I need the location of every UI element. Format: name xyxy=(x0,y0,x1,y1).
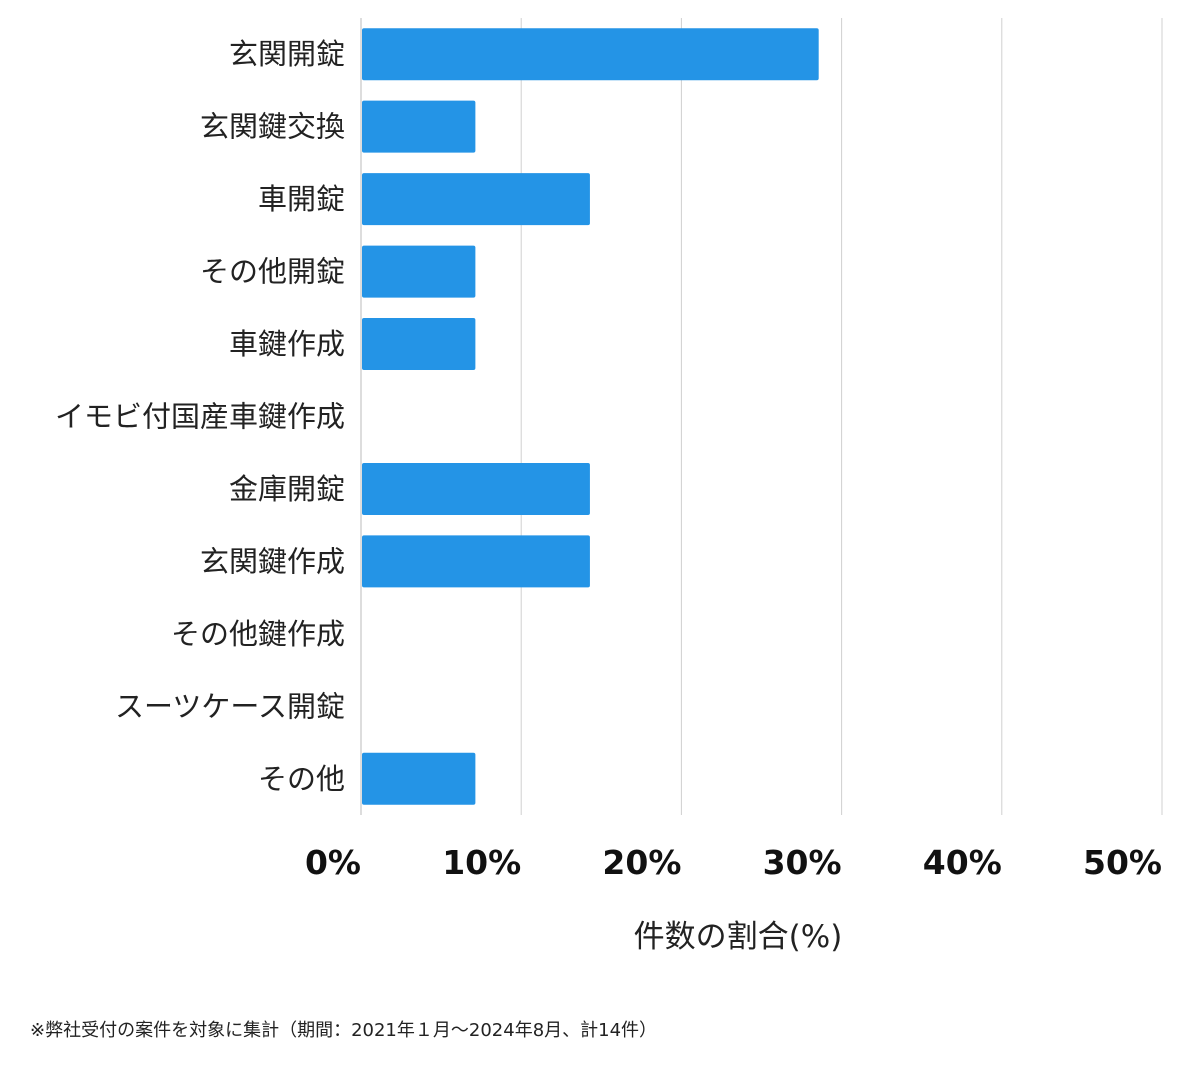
bar-chart: 0% 10% 20% 30% 40% 50% 玄関開錠玄関鍵交換車開錠その他開錠車鍵作成イモ… xyxy=(55,18,1163,955)
category-label: 玄関開錠 xyxy=(229,37,345,71)
category-label: 金庫開錠 xyxy=(229,472,345,506)
bar xyxy=(362,28,819,81)
x-tick-label: 30% xyxy=(763,843,842,882)
x-tick-label: 40% xyxy=(923,843,1002,882)
bar xyxy=(362,100,476,153)
x-tick-label: 10% xyxy=(442,843,521,882)
category-label: イモビ付国産車鍵作成 xyxy=(55,400,345,434)
bar xyxy=(362,535,590,588)
category-label: 車開錠 xyxy=(258,182,345,216)
bar xyxy=(362,245,476,298)
category-label: スーツケース開錠 xyxy=(115,689,345,723)
x-axis-title: 件数の割合(%) xyxy=(634,919,843,955)
category-label: 玄関鍵作成 xyxy=(200,544,345,578)
bar xyxy=(362,752,476,805)
category-label: その他開錠 xyxy=(200,255,345,289)
x-tick-label: 50% xyxy=(1083,843,1162,882)
category-label: 車鍵作成 xyxy=(229,327,345,361)
category-label: 玄関鍵交換 xyxy=(200,110,345,144)
bar xyxy=(362,318,476,371)
bar xyxy=(362,462,590,515)
footnote: ※弊社受付の案件を対象に集計（期間：2021年１月〜2024年8月、計14件） xyxy=(30,1020,658,1041)
x-tick-label: 20% xyxy=(602,843,681,882)
bar xyxy=(362,173,590,226)
x-tick-label: 0% xyxy=(305,843,361,882)
category-label: その他鍵作成 xyxy=(171,617,345,651)
category-label: その他 xyxy=(258,762,345,796)
